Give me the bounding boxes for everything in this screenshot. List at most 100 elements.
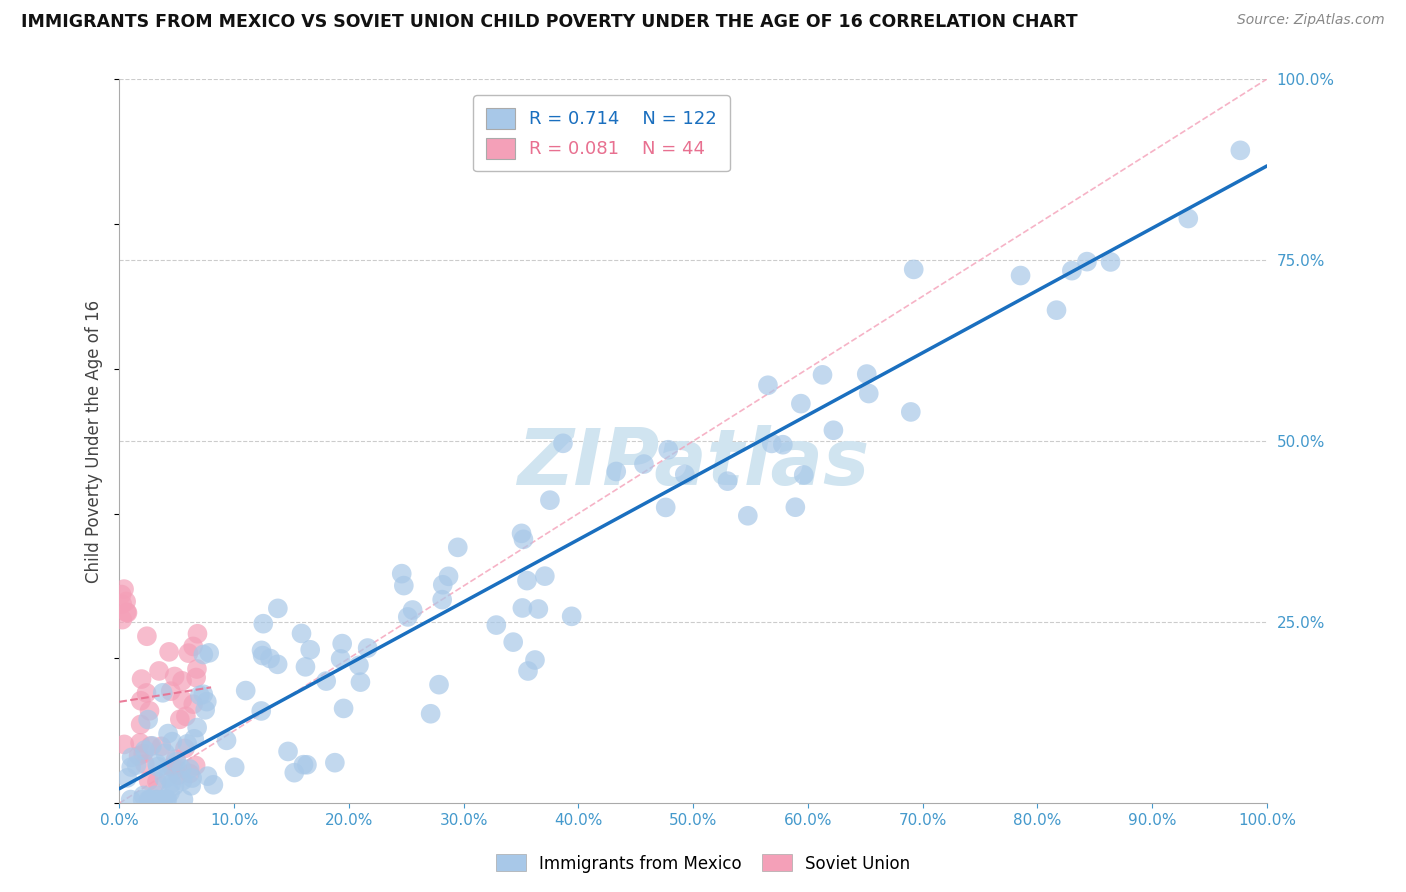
Point xyxy=(512,533,534,547)
Point xyxy=(160,734,183,748)
Point xyxy=(115,594,138,608)
Point xyxy=(1045,303,1067,318)
Point xyxy=(193,648,215,662)
Point xyxy=(194,703,217,717)
Point xyxy=(166,755,188,769)
Point xyxy=(117,606,139,620)
Point xyxy=(146,760,169,774)
Y-axis label: Child Poverty Under the Age of 16: Child Poverty Under the Age of 16 xyxy=(86,300,103,582)
Point xyxy=(115,771,138,785)
Point xyxy=(157,770,180,784)
Point xyxy=(163,779,186,793)
Point xyxy=(139,739,162,753)
Point xyxy=(111,597,134,611)
Point xyxy=(135,686,157,700)
Point xyxy=(252,616,274,631)
Point xyxy=(188,688,211,702)
Point xyxy=(538,493,561,508)
Point xyxy=(186,721,208,735)
Point xyxy=(224,760,246,774)
Point xyxy=(292,757,315,772)
Point xyxy=(163,669,186,683)
Point xyxy=(179,766,201,780)
Point xyxy=(295,757,318,772)
Point xyxy=(129,736,152,750)
Legend: R = 0.714    N = 122, R = 0.081    N = 44: R = 0.714 N = 122, R = 0.081 N = 44 xyxy=(474,95,730,171)
Point xyxy=(485,618,508,632)
Point xyxy=(215,733,238,747)
Point xyxy=(132,747,155,761)
Point xyxy=(135,629,157,643)
Point xyxy=(673,467,696,482)
Point xyxy=(186,662,208,676)
Point xyxy=(793,467,815,482)
Point xyxy=(111,613,134,627)
Point xyxy=(172,692,194,706)
Point xyxy=(152,686,174,700)
Point xyxy=(146,792,169,806)
Point xyxy=(392,578,415,592)
Point xyxy=(250,704,273,718)
Point xyxy=(134,757,156,772)
Point xyxy=(1229,144,1251,158)
Point xyxy=(432,578,454,592)
Point xyxy=(141,739,163,753)
Point xyxy=(146,756,169,771)
Point xyxy=(654,500,676,515)
Point xyxy=(790,397,813,411)
Point xyxy=(551,436,574,450)
Point xyxy=(437,569,460,583)
Point xyxy=(198,646,221,660)
Point xyxy=(858,386,880,401)
Point xyxy=(179,762,201,776)
Point xyxy=(156,792,179,806)
Point xyxy=(162,760,184,774)
Point xyxy=(131,672,153,686)
Point xyxy=(180,779,202,793)
Point xyxy=(430,592,453,607)
Point xyxy=(419,706,441,721)
Point xyxy=(561,609,583,624)
Point xyxy=(195,695,218,709)
Text: IMMIGRANTS FROM MEXICO VS SOVIET UNION CHILD POVERTY UNDER THE AGE OF 16 CORRELA: IMMIGRANTS FROM MEXICO VS SOVIET UNION C… xyxy=(21,13,1078,31)
Point xyxy=(294,660,316,674)
Point xyxy=(153,792,176,806)
Point xyxy=(172,773,194,788)
Point xyxy=(159,684,181,698)
Point xyxy=(527,602,550,616)
Point xyxy=(756,378,779,392)
Point xyxy=(166,762,188,776)
Point xyxy=(145,789,167,803)
Point xyxy=(181,697,204,711)
Point xyxy=(356,640,378,655)
Point xyxy=(1076,254,1098,268)
Text: Source: ZipAtlas.com: Source: ZipAtlas.com xyxy=(1237,13,1385,28)
Point xyxy=(172,673,194,688)
Text: ZIPatlas: ZIPatlas xyxy=(517,425,869,500)
Point xyxy=(277,744,299,758)
Point xyxy=(174,709,197,723)
Point xyxy=(1060,263,1083,277)
Point xyxy=(155,792,177,806)
Point xyxy=(1099,255,1122,269)
Point xyxy=(391,566,413,581)
Point xyxy=(132,789,155,803)
Point xyxy=(315,674,337,689)
Point xyxy=(129,694,152,708)
Point xyxy=(1177,211,1199,226)
Point xyxy=(160,777,183,791)
Point xyxy=(138,704,160,718)
Point xyxy=(396,610,419,624)
Point xyxy=(900,405,922,419)
Point xyxy=(534,569,557,583)
Point xyxy=(136,713,159,727)
Point xyxy=(184,758,207,772)
Point xyxy=(169,712,191,726)
Point xyxy=(299,642,322,657)
Point xyxy=(323,756,346,770)
Point xyxy=(633,457,655,471)
Point xyxy=(112,738,135,752)
Point xyxy=(112,582,135,596)
Point xyxy=(510,526,533,541)
Point xyxy=(153,772,176,786)
